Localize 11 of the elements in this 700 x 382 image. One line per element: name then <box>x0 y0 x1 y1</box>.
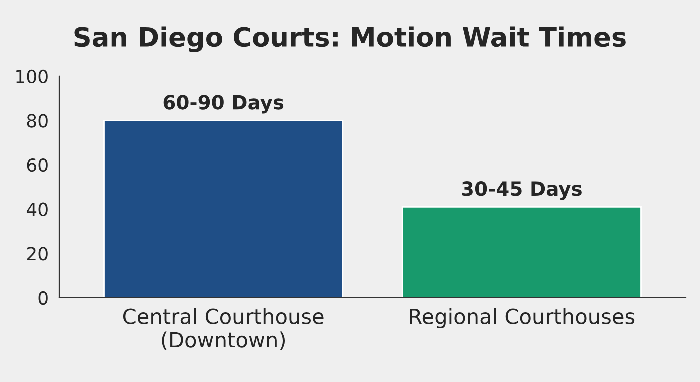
x-tick-label: Central Courthouse (Downtown) <box>123 308 324 350</box>
y-tick-label: 80 <box>27 114 48 128</box>
y-tick-label: 20 <box>27 247 48 261</box>
y-tick-label: 60 <box>27 158 48 172</box>
chart-title: San Diego Courts: Motion Wait Times <box>74 26 626 52</box>
y-tick-label: 0 <box>38 291 48 306</box>
y-tick-label: 40 <box>26 202 48 216</box>
y-tick-label: 100 <box>16 70 48 84</box>
x-tick-label: Regional Courthouses <box>410 308 635 329</box>
data-label: 30-45 Days <box>462 182 582 200</box>
data-label: 60-90 Days <box>164 95 284 114</box>
